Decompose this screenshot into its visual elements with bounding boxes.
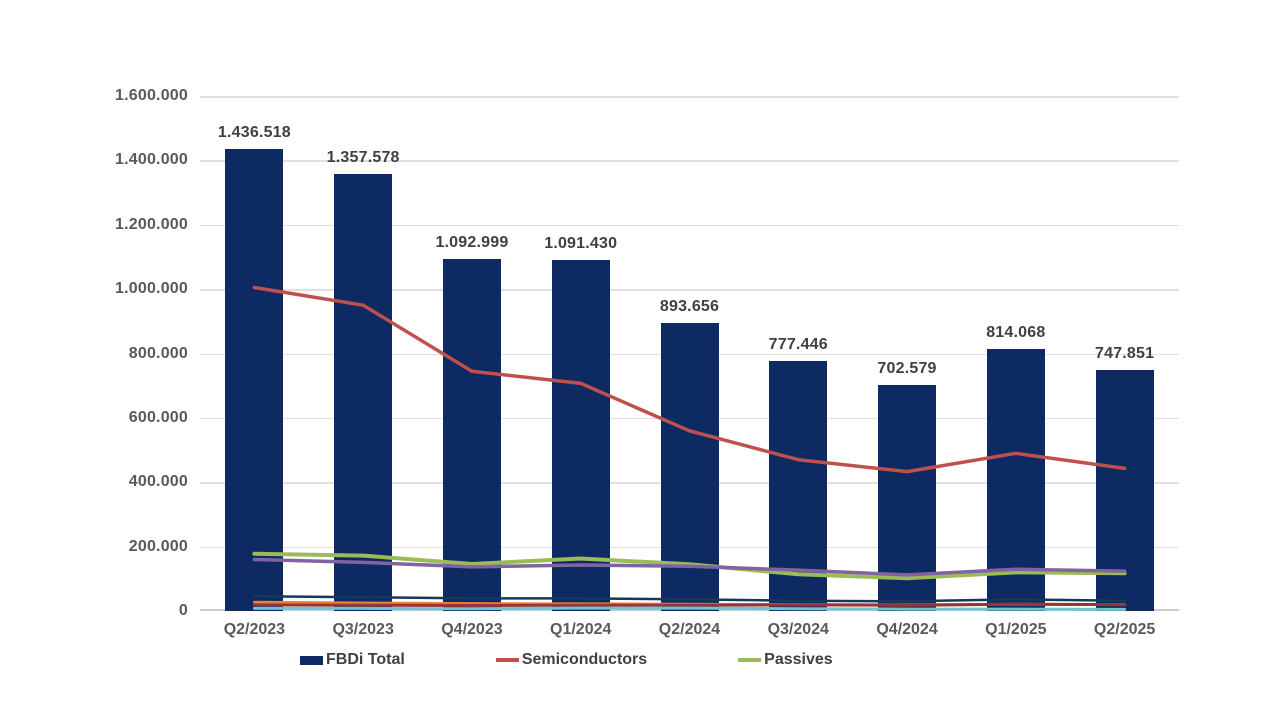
x-axis-label: Q3/2023 — [332, 621, 394, 638]
legend-item-fbdi-total: FBDi Total — [300, 651, 405, 669]
bar-value-label: 1.092.999 — [435, 234, 509, 252]
legend-item-passives: Passives — [738, 651, 833, 669]
legend-label: Passives — [764, 651, 833, 668]
legend-line-swatch-icon — [738, 658, 762, 662]
y-axis-tick-label: 1.200.000 — [115, 215, 188, 233]
legend-line-swatch-icon — [495, 658, 519, 662]
x-axis-label: Q1/2024 — [550, 621, 612, 638]
y-axis-tick-label: 400.000 — [128, 473, 188, 491]
legend-bar-swatch-icon — [300, 655, 323, 665]
gridline — [200, 96, 1179, 98]
bar-value-label: 814.068 — [986, 323, 1046, 341]
x-axis-label: Q2/2024 — [658, 621, 721, 638]
plot-area: 1.436.518 1.357.578 1.092.999 1.091.430 893.… — [200, 96, 1179, 638]
bar-value-label: 1.091.430 — [544, 234, 618, 252]
bar-value-label: 777.446 — [768, 335, 828, 353]
bar — [442, 259, 501, 611]
bar-value-label: 1.436.518 — [217, 123, 291, 141]
bar-value-label: 893.656 — [659, 298, 720, 316]
legend-label: FBDi Total — [326, 651, 405, 668]
bar-value-label: 747.851 — [1094, 345, 1155, 363]
x-axis-label: Q4/2024 — [876, 621, 938, 638]
legend: FBDi Total Semiconductors Passives — [300, 650, 833, 670]
bar-value-label: 1.357.578 — [326, 149, 400, 167]
y-axis-tick-label: 200.000 — [128, 537, 188, 555]
legend-label: Semiconductors — [521, 651, 648, 668]
bar — [225, 148, 284, 611]
x-axis-label: Q4/2023 — [441, 621, 503, 638]
y-axis-tick-label: 600.000 — [128, 408, 188, 426]
legend-item-semiconductors: Semiconductors — [495, 651, 648, 669]
x-axis-label: Q3/2024 — [767, 621, 829, 638]
bar — [551, 259, 610, 611]
y-axis-tick-label: 1.400.000 — [115, 151, 188, 169]
gridline — [200, 160, 1179, 162]
bar — [878, 384, 937, 611]
x-axis-label: Q1/2025 — [985, 621, 1047, 638]
bar — [1095, 370, 1154, 611]
bar — [986, 348, 1045, 611]
y-axis-tick-label: 1.600.000 — [115, 87, 188, 104]
gridline — [200, 224, 1179, 227]
y-axis-tick-label: 800.000 — [128, 344, 188, 362]
y-axis-tick-label: 0 — [178, 602, 188, 619]
bar — [334, 174, 393, 611]
x-axis-label: Q2/2023 — [223, 621, 286, 638]
bar — [769, 360, 828, 611]
bar-value-label: 702.579 — [877, 359, 937, 377]
y-axis-tick-label: 1.000.000 — [115, 280, 188, 298]
x-axis-label: Q2/2025 — [1093, 621, 1156, 638]
bar — [660, 323, 719, 611]
